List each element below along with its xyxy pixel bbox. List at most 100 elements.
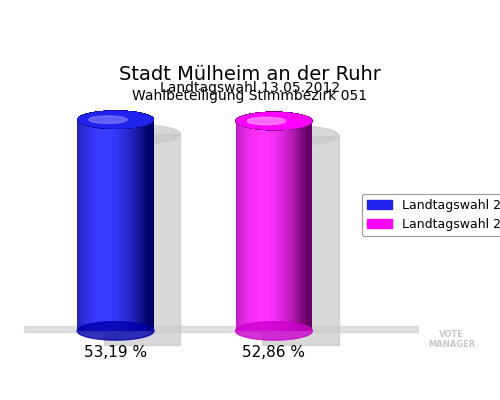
Bar (264, 121, 265, 331)
Ellipse shape (77, 110, 154, 129)
Ellipse shape (77, 110, 154, 129)
Bar (82, 120, 84, 331)
Bar (297, 121, 298, 331)
Ellipse shape (77, 110, 154, 129)
Ellipse shape (77, 110, 154, 129)
Bar (85, 120, 86, 331)
Ellipse shape (236, 112, 312, 130)
Bar (120, 120, 122, 331)
Polygon shape (104, 134, 180, 345)
Bar (292, 121, 293, 331)
Bar (109, 120, 110, 331)
Bar (95, 120, 96, 331)
Text: Wahlbeteiligung Stimmbezirk 051: Wahlbeteiligung Stimmbezirk 051 (132, 88, 368, 102)
Bar (152, 120, 154, 331)
Ellipse shape (77, 110, 154, 129)
Ellipse shape (77, 110, 154, 129)
Ellipse shape (104, 125, 180, 144)
Bar (300, 121, 301, 331)
Polygon shape (262, 136, 339, 345)
Bar (304, 121, 306, 331)
Ellipse shape (77, 110, 154, 129)
Bar (113, 120, 114, 331)
Bar (142, 120, 144, 331)
Bar (81, 120, 82, 331)
Bar (135, 120, 136, 331)
Ellipse shape (236, 112, 312, 130)
Bar (247, 121, 248, 331)
Ellipse shape (77, 110, 154, 129)
Ellipse shape (236, 112, 312, 130)
Bar (126, 120, 127, 331)
Text: Stadt Mülheim an der Ruhr: Stadt Mülheim an der Ruhr (119, 65, 381, 84)
Ellipse shape (236, 112, 312, 130)
Ellipse shape (77, 110, 154, 129)
Ellipse shape (236, 112, 312, 130)
Bar (237, 121, 238, 331)
Ellipse shape (236, 112, 312, 130)
Ellipse shape (236, 112, 312, 130)
Ellipse shape (236, 112, 312, 130)
Bar (77, 120, 78, 331)
Ellipse shape (236, 112, 312, 130)
Ellipse shape (77, 110, 154, 129)
Bar (148, 120, 149, 331)
Bar (250, 121, 251, 331)
Ellipse shape (236, 112, 312, 130)
Ellipse shape (236, 112, 312, 130)
Ellipse shape (247, 117, 286, 125)
Ellipse shape (77, 110, 154, 129)
Bar (296, 121, 297, 331)
Ellipse shape (77, 110, 154, 129)
Ellipse shape (236, 112, 312, 130)
Ellipse shape (77, 110, 154, 129)
Bar (145, 120, 146, 331)
Ellipse shape (77, 110, 154, 129)
Bar (260, 121, 261, 331)
Ellipse shape (236, 112, 312, 130)
Ellipse shape (236, 112, 312, 130)
Bar (269, 121, 270, 331)
Bar (272, 121, 274, 331)
Bar (117, 120, 118, 331)
Ellipse shape (236, 112, 312, 130)
Bar (134, 120, 135, 331)
Bar (308, 121, 310, 331)
Ellipse shape (236, 112, 312, 130)
Bar (124, 120, 126, 331)
Bar (100, 120, 102, 331)
Bar (280, 121, 281, 331)
Ellipse shape (77, 110, 154, 129)
Ellipse shape (77, 110, 154, 129)
Bar (99, 120, 100, 331)
Ellipse shape (236, 112, 312, 130)
Bar (128, 120, 130, 331)
Bar (144, 120, 145, 331)
Bar (150, 120, 152, 331)
Bar (301, 121, 302, 331)
Ellipse shape (236, 112, 312, 130)
Bar (238, 121, 240, 331)
Ellipse shape (236, 112, 312, 130)
Ellipse shape (236, 112, 312, 130)
Ellipse shape (236, 112, 312, 130)
Bar (251, 121, 252, 331)
Ellipse shape (77, 110, 154, 129)
Ellipse shape (77, 110, 154, 129)
Ellipse shape (77, 110, 154, 129)
Ellipse shape (77, 110, 154, 129)
Ellipse shape (77, 110, 154, 129)
Ellipse shape (77, 110, 154, 129)
Bar (116, 120, 117, 331)
Bar (136, 120, 138, 331)
Ellipse shape (236, 112, 312, 130)
Text: VOTE
MANAGER: VOTE MANAGER (428, 330, 475, 349)
Ellipse shape (77, 110, 154, 129)
Bar (90, 120, 92, 331)
Bar (112, 120, 113, 331)
Ellipse shape (77, 110, 154, 129)
Bar (102, 120, 103, 331)
Bar (141, 120, 142, 331)
Bar (104, 120, 106, 331)
Text: 52,86 %: 52,86 % (242, 345, 306, 360)
